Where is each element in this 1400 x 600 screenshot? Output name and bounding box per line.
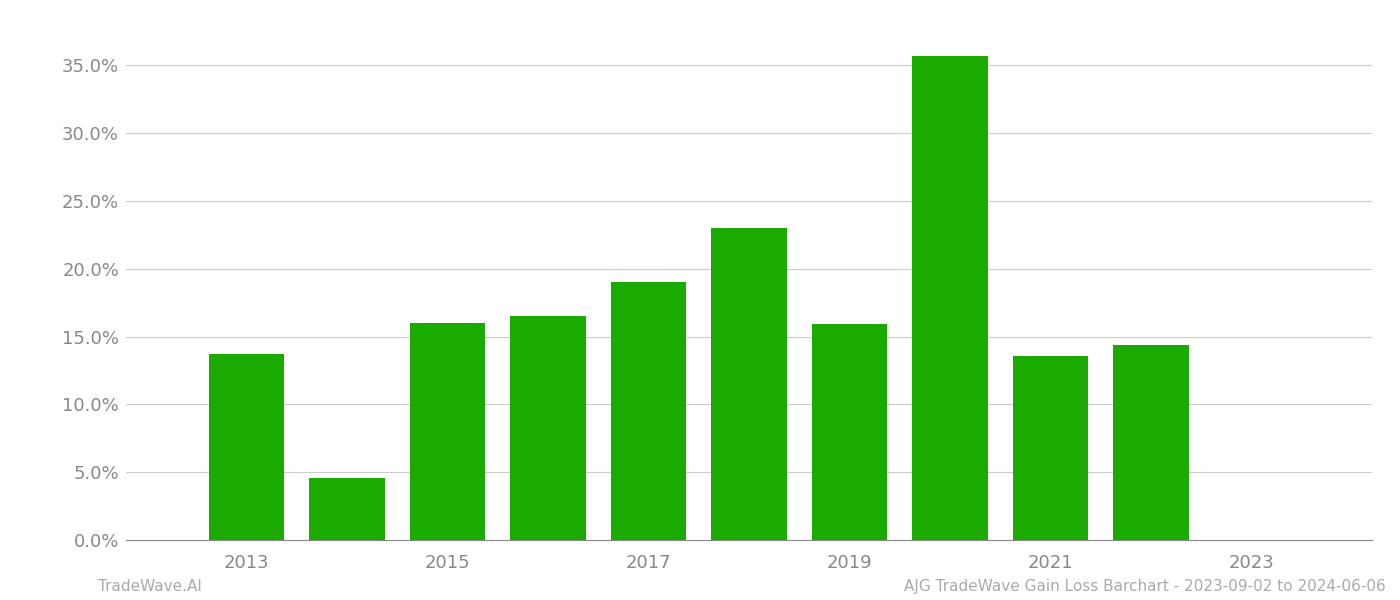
Bar	[812, 325, 888, 540]
Bar	[1113, 345, 1189, 540]
Bar	[209, 354, 284, 540]
Bar	[711, 228, 787, 540]
Text: AJG TradeWave Gain Loss Barchart - 2023-09-02 to 2024-06-06: AJG TradeWave Gain Loss Barchart - 2023-…	[904, 579, 1386, 594]
Bar	[913, 56, 987, 540]
Bar	[610, 283, 686, 540]
Text: TradeWave.AI: TradeWave.AI	[98, 579, 202, 594]
Bar	[410, 323, 486, 540]
Bar	[1012, 356, 1088, 540]
Bar	[511, 316, 585, 540]
Bar	[309, 478, 385, 540]
